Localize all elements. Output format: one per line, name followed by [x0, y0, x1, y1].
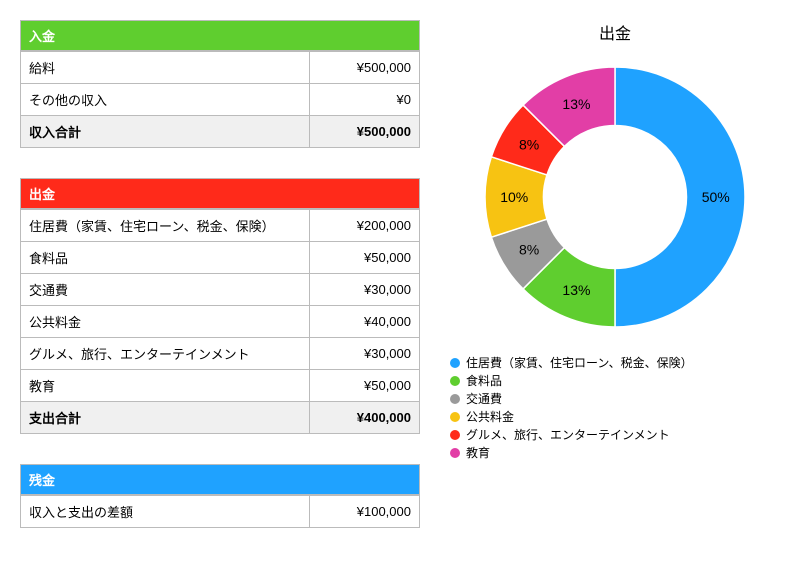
balance-table: 収入と支出の差額¥100,000 [20, 495, 420, 528]
row-value: ¥40,000 [310, 306, 420, 338]
row-label: その他の収入 [21, 84, 310, 116]
slice-label: 8% [519, 242, 539, 258]
table-row: 住居費（家賃、住宅ローン、税金、保険）¥200,000 [21, 210, 420, 242]
row-label: グルメ、旅行、エンターテインメント [21, 338, 310, 370]
legend-swatch [450, 376, 460, 386]
legend-swatch [450, 448, 460, 458]
table-row: グルメ、旅行、エンターテインメント¥30,000 [21, 338, 420, 370]
table-row: 給料¥500,000 [21, 52, 420, 84]
slice-label: 50% [702, 189, 730, 205]
legend-item: 教育 [450, 444, 780, 462]
expense-section: 出金 住居費（家賃、住宅ローン、税金、保険）¥200,000食料品¥50,000… [20, 178, 420, 434]
row-value: ¥50,000 [310, 242, 420, 274]
table-row: 教育¥50,000 [21, 370, 420, 402]
legend-swatch [450, 430, 460, 440]
row-value: ¥500,000 [310, 52, 420, 84]
row-value: ¥200,000 [310, 210, 420, 242]
row-value: ¥30,000 [310, 274, 420, 306]
row-label: 教育 [21, 370, 310, 402]
legend-label: 食料品 [466, 372, 502, 390]
table-row: その他の収入¥0 [21, 84, 420, 116]
legend-item: 交通費 [450, 390, 780, 408]
row-label: 給料 [21, 52, 310, 84]
total-row: 支出合計¥400,000 [21, 402, 420, 434]
total-value: ¥500,000 [310, 116, 420, 148]
income-table: 給料¥500,000その他の収入¥0収入合計¥500,000 [20, 51, 420, 148]
expense-table: 住居費（家賃、住宅ローン、税金、保険）¥200,000食料品¥50,000交通費… [20, 209, 420, 434]
legend-label: 交通費 [466, 390, 502, 408]
total-label: 支出合計 [21, 402, 310, 434]
row-label: 収入と支出の差額 [21, 496, 310, 528]
table-row: 公共料金¥40,000 [21, 306, 420, 338]
row-value: ¥0 [310, 84, 420, 116]
row-value: ¥50,000 [310, 370, 420, 402]
table-row: 食料品¥50,000 [21, 242, 420, 274]
table-row: 交通費¥30,000 [21, 274, 420, 306]
legend-item: 住居費（家賃、住宅ローン、税金、保険） [450, 354, 780, 372]
total-value: ¥400,000 [310, 402, 420, 434]
legend-label: 教育 [466, 444, 490, 462]
slice-label: 13% [562, 96, 590, 112]
row-label: 食料品 [21, 242, 310, 274]
legend-label: グルメ、旅行、エンターテインメント [466, 426, 670, 444]
legend-swatch [450, 412, 460, 422]
income-header: 入金 [20, 20, 420, 51]
row-value: ¥30,000 [310, 338, 420, 370]
legend-swatch [450, 358, 460, 368]
legend-item: グルメ、旅行、エンターテインメント [450, 426, 780, 444]
legend-label: 住居費（家賃、住宅ローン、税金、保険） [466, 354, 693, 372]
row-label: 交通費 [21, 274, 310, 306]
legend-item: 公共料金 [450, 408, 780, 426]
balance-header: 残金 [20, 464, 420, 495]
donut-chart: 50% 13% 8% 10% 8% 13% [450, 52, 780, 342]
expense-header: 出金 [20, 178, 420, 209]
row-value: ¥100,000 [310, 496, 420, 528]
total-label: 収入合計 [21, 116, 310, 148]
table-row: 収入と支出の差額¥100,000 [21, 496, 420, 528]
income-section: 入金 給料¥500,000その他の収入¥0収入合計¥500,000 [20, 20, 420, 148]
slice-label: 10% [500, 189, 528, 205]
chart-title: 出金 [450, 20, 780, 44]
chart-legend: 住居費（家賃、住宅ローン、税金、保険）食料品交通費公共料金グルメ、旅行、エンター… [450, 354, 780, 462]
slice-label: 13% [562, 282, 590, 298]
total-row: 収入合計¥500,000 [21, 116, 420, 148]
legend-item: 食料品 [450, 372, 780, 390]
legend-label: 公共料金 [466, 408, 514, 426]
row-label: 住居費（家賃、住宅ローン、税金、保険） [21, 210, 310, 242]
balance-section: 残金 収入と支出の差額¥100,000 [20, 464, 420, 528]
legend-swatch [450, 394, 460, 404]
row-label: 公共料金 [21, 306, 310, 338]
slice-label: 8% [519, 136, 539, 152]
